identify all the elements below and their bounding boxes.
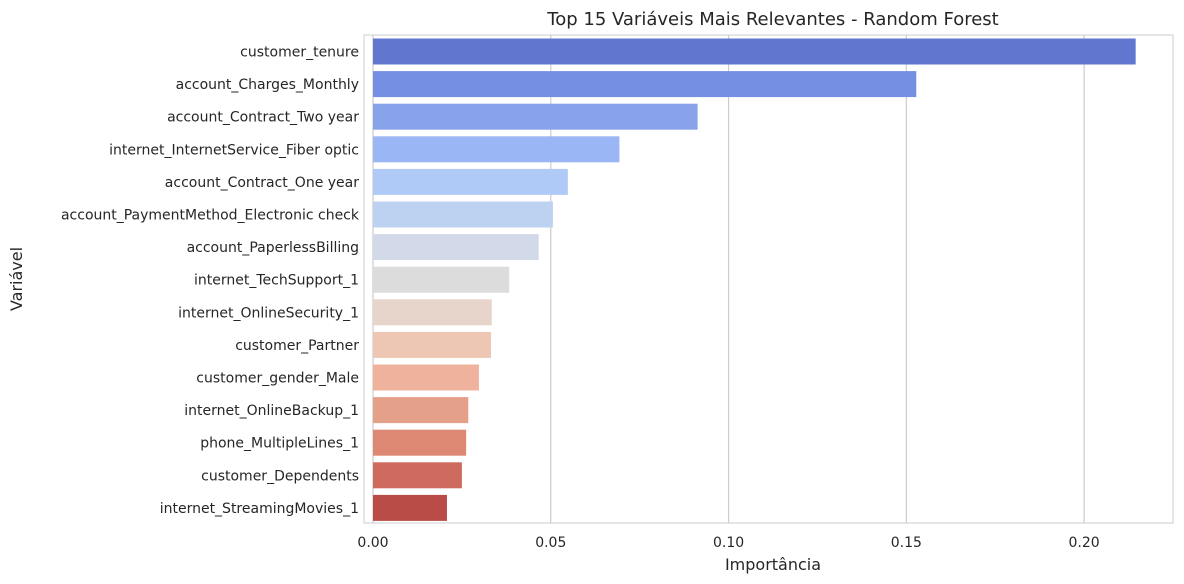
y-tick-label: customer_Dependents bbox=[201, 468, 359, 484]
y-tick-label: internet_OnlineBackup_1 bbox=[184, 403, 359, 419]
y-tick-label: account_PaperlessBilling bbox=[187, 240, 359, 256]
bar bbox=[373, 494, 447, 521]
y-tick-label: account_Contract_One year bbox=[165, 175, 359, 191]
bar bbox=[373, 71, 917, 98]
y-tick-labels: customer_tenure account_Charges_Monthlyac… bbox=[61, 45, 360, 517]
y-tick-label: internet_OnlineSecurity_1 bbox=[178, 305, 359, 321]
y-tick-label: internet_TechSupport_1 bbox=[194, 273, 359, 289]
bar bbox=[373, 331, 492, 358]
bar bbox=[373, 299, 492, 326]
y-tick-label: customer_gender_Male bbox=[196, 371, 359, 387]
y-tick-label: internet_StreamingMovies_1 bbox=[160, 501, 359, 517]
bar bbox=[373, 136, 620, 163]
bar bbox=[373, 168, 568, 195]
x-tick-label: 0.10 bbox=[713, 535, 744, 551]
bar bbox=[373, 103, 698, 130]
y-tick-label: account_PaymentMethod_Electronic check bbox=[61, 208, 360, 224]
bar bbox=[373, 201, 553, 228]
bars bbox=[373, 38, 1136, 521]
y-axis-label: Variável bbox=[7, 247, 26, 311]
y-tick-label: account_Charges_Monthly bbox=[176, 77, 359, 93]
chart-title: Top 15 Variáveis Mais Relevantes - Rando… bbox=[546, 9, 998, 30]
bar bbox=[373, 462, 462, 489]
bar bbox=[373, 429, 467, 456]
bar bbox=[373, 397, 469, 424]
bar bbox=[373, 38, 1136, 65]
y-tick-label: customer_Partner bbox=[235, 338, 359, 354]
x-tick-label: 0.05 bbox=[535, 535, 566, 551]
y-tick-label: customer_tenure bbox=[240, 45, 359, 61]
x-tick-label: 0.20 bbox=[1069, 535, 1100, 551]
y-tick-label: phone_MultipleLines_1 bbox=[200, 436, 359, 452]
bar bbox=[373, 234, 539, 261]
x-tick-label: 0.00 bbox=[357, 535, 388, 551]
x-tick-label: 0.15 bbox=[891, 535, 922, 551]
bar bbox=[373, 266, 510, 293]
y-tick-label: internet_InternetService_Fiber optic bbox=[109, 142, 359, 158]
x-axis-label: Importância bbox=[725, 555, 821, 574]
x-tick-labels: 0.00 0.05 0.10 0.15 0.20 bbox=[357, 535, 1099, 551]
bar bbox=[373, 364, 479, 391]
y-tick-label: account_Contract_Two year bbox=[167, 110, 359, 126]
